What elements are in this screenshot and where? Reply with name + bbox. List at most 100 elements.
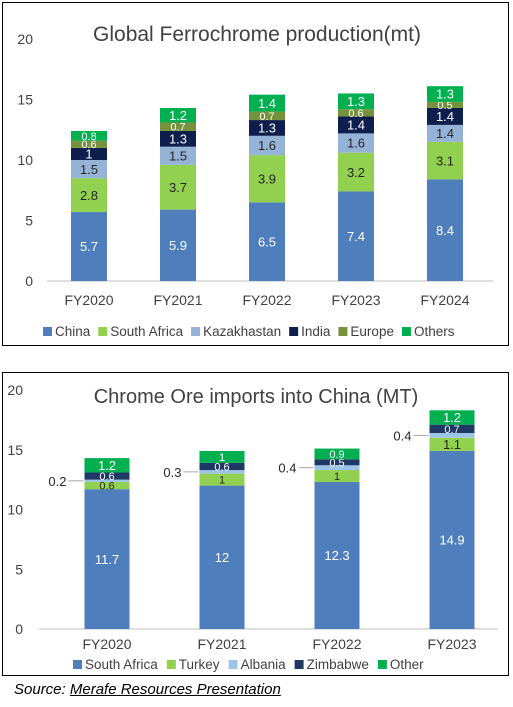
bar-segment-other-fy2020 <box>84 458 130 473</box>
data-label: 1 <box>219 452 225 464</box>
data-label: 0.4 <box>393 428 411 443</box>
bar-segment-other-fy2022 <box>314 448 360 460</box>
data-label: 14.9 <box>439 533 464 548</box>
data-label: 1.4 <box>347 118 365 133</box>
bar-segment-europe-fy2021 <box>160 122 196 131</box>
data-label: 8.4 <box>436 223 454 238</box>
data-label: 2.8 <box>80 188 98 203</box>
data-label: 1.3 <box>169 132 187 147</box>
legend-label: Others <box>414 324 455 339</box>
legend-label: South Africa <box>110 324 183 339</box>
data-label: 0.7 <box>444 424 459 436</box>
x-tick-label: FY2021 <box>197 636 246 652</box>
bar-segment-kazakhastan-fy2023 <box>338 133 374 153</box>
bar-segment-zimbabwe-fy2023 <box>429 424 475 434</box>
legend-label: Kazakhastan <box>203 324 281 339</box>
source-link[interactable]: Merafe Resources Presentation <box>69 681 281 698</box>
bar-segment-zimbabwe-fy2020 <box>84 472 130 480</box>
bar-segment-china-fy2024 <box>427 179 463 281</box>
bar-segment-others-fy2020 <box>71 130 107 141</box>
chrome-ore-chart-panel: Chrome Ore imports into China (MT) 0 5 10 15… <box>2 372 509 676</box>
bar-segment-turkey-fy2020 <box>84 482 130 490</box>
bar-segment-turkey-fy2022 <box>314 470 360 483</box>
data-label: 0.9 <box>329 449 344 461</box>
x-tick-label: FY2023 <box>427 636 476 652</box>
data-label: 12 <box>215 550 229 565</box>
bar-segment-kazakhastan-fy2024 <box>427 124 463 142</box>
legend-label: South Africa <box>85 657 158 672</box>
legend-item-zimbabwe: Zimbabwe <box>294 657 369 672</box>
chrome-ore-chart: Chrome Ore imports into China (MT) 0 5 10 15… <box>7 382 498 672</box>
bar-segment-india-fy2023 <box>338 116 374 134</box>
legend-item-south-africa: South Africa <box>98 324 184 339</box>
legend-swatch <box>338 327 348 336</box>
bar-segment-south-africa-fy2021 <box>160 164 196 210</box>
legend-label: China <box>55 324 91 339</box>
bar-segment-europe-fy2022 <box>249 111 285 121</box>
y-tick-label: 5 <box>15 561 23 577</box>
bar-segment-albania-fy2020 <box>84 479 130 483</box>
legend-item-south-africa: South Africa <box>73 657 158 672</box>
data-label: 0.6 <box>214 461 229 473</box>
y-tick-label: 15 <box>17 92 33 108</box>
legend-swatch <box>289 327 299 336</box>
data-label: 1.5 <box>80 162 98 177</box>
data-label: 3.9 <box>258 171 276 186</box>
x-tick-label: FY2020 <box>64 292 113 308</box>
y-tick-label: 5 <box>25 213 33 229</box>
data-label: 0.6 <box>99 481 114 493</box>
data-label: 1.6 <box>258 138 276 153</box>
data-label: 1 <box>219 475 225 487</box>
bar-segment-south-africa-fy2020 <box>71 178 107 213</box>
data-label: 3.7 <box>169 180 187 195</box>
bar-segment-china-fy2023 <box>338 191 374 281</box>
legend-swatch <box>191 327 201 336</box>
data-label: 1.2 <box>98 458 116 473</box>
bar-segment-europe-fy2023 <box>338 109 374 117</box>
data-label: 0.5 <box>329 457 344 469</box>
bar-segment-zimbabwe-fy2022 <box>314 459 360 466</box>
legend-item-kazakhastan: Kazakhastan <box>191 324 281 339</box>
data-label: 11.7 <box>95 552 119 567</box>
x-tick-label: FY2024 <box>420 292 469 308</box>
y-tick-label: 20 <box>7 382 23 398</box>
legend-label: Zimbabwe <box>307 657 369 672</box>
bar-segment-europe-fy2024 <box>427 101 463 108</box>
y-tick-label: 15 <box>7 442 23 458</box>
data-label: 0.2 <box>48 474 66 489</box>
legend-label: India <box>301 324 331 339</box>
bar-segment-south-africa-fy2024 <box>427 141 463 180</box>
data-label: 1.3 <box>258 121 276 136</box>
legend-item-albania: Albania <box>228 657 286 672</box>
legend-swatch <box>43 327 52 336</box>
bar-segment-albania-fy2022 <box>314 465 360 471</box>
data-label: 1.2 <box>169 108 187 123</box>
legend-item-others: Others <box>401 324 455 339</box>
x-tick-label: FY2020 <box>82 636 131 652</box>
bar-segment-europe-fy2020 <box>71 140 107 148</box>
source-prefix: Source: <box>14 681 70 698</box>
legend-swatch <box>73 660 82 669</box>
x-tick-label: FY2022 <box>312 636 361 652</box>
bar-segment-south-africa-fy2022 <box>249 155 285 203</box>
bar-segment-kazakhastan-fy2021 <box>160 146 196 165</box>
bar-segment-kazakhastan-fy2020 <box>71 160 107 179</box>
legend-swatch <box>98 327 108 336</box>
y-tick-label: 10 <box>7 502 23 518</box>
x-tick-label: FY2022 <box>242 292 291 308</box>
chart-title: Chrome Ore imports into China (MT) <box>94 386 419 408</box>
data-label: 1.4 <box>258 96 276 111</box>
y-tick-label: 10 <box>17 152 33 168</box>
y-tick-label: 0 <box>15 621 23 637</box>
legend-item-turkey: Turkey <box>166 657 220 672</box>
bar-segment-india-fy2021 <box>160 130 196 147</box>
data-label: 1.4 <box>436 126 454 141</box>
bar-segment-south-africa-fy2022 <box>314 482 360 629</box>
bar-segment-other-fy2021 <box>199 450 245 463</box>
bar-segment-turkey-fy2021 <box>199 473 245 486</box>
bar-segment-south-africa-fy2023 <box>338 152 374 192</box>
bar-segment-albania-fy2021 <box>199 470 245 474</box>
bar-segment-india-fy2022 <box>249 120 285 136</box>
data-label: 1 <box>334 471 340 483</box>
legend-swatch <box>228 660 238 669</box>
